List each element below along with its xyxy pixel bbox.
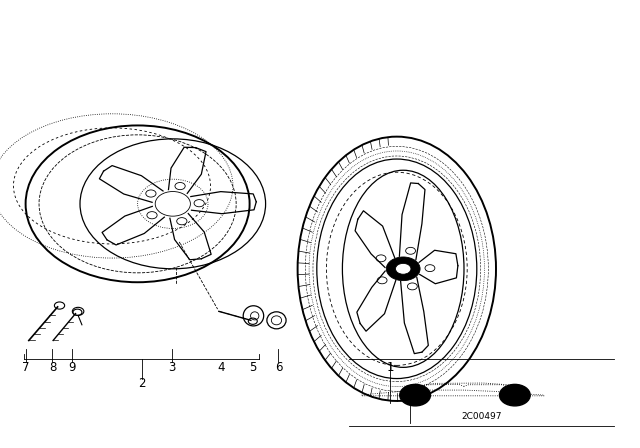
Circle shape [499,384,530,406]
Text: 6: 6 [275,361,282,374]
Text: 9: 9 [68,361,76,374]
Text: 4: 4 [217,361,225,374]
Text: 3: 3 [168,361,175,374]
Text: 7: 7 [22,361,29,374]
Text: 5: 5 [249,361,257,374]
Text: 8: 8 [49,361,56,374]
Text: 2: 2 [138,377,146,391]
Text: 2C00497: 2C00497 [461,412,502,421]
Circle shape [400,384,431,406]
Text: 1: 1 [387,361,394,374]
Circle shape [387,257,420,280]
Circle shape [396,263,411,274]
